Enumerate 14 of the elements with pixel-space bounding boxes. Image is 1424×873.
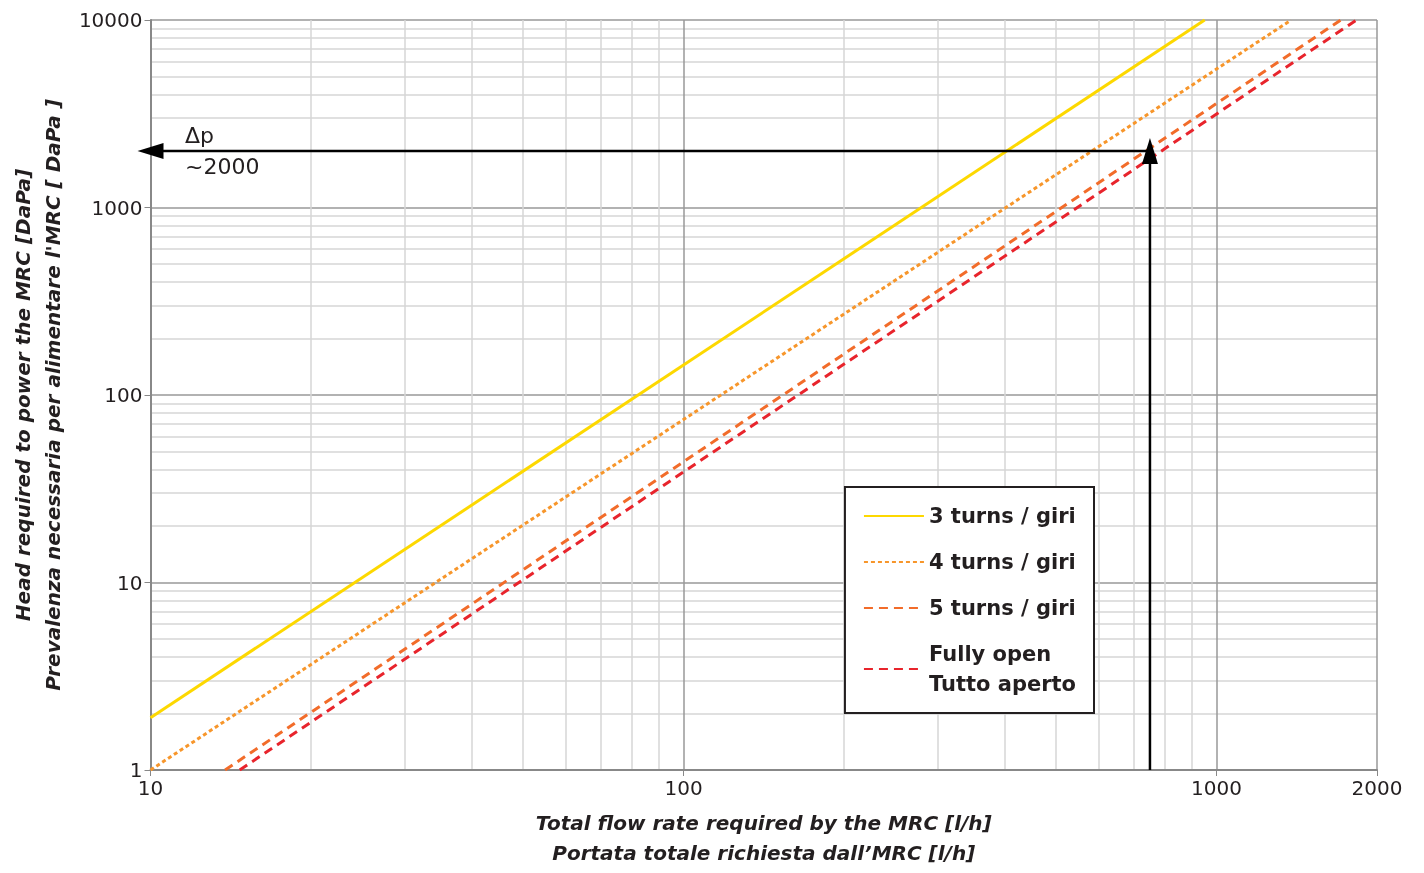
annotation: Δp ~2000 — [185, 123, 260, 179]
x-tick-label: 1000 — [1191, 776, 1242, 800]
y-tick-label: 10 — [117, 570, 143, 595]
y-tick-label: 1000 — [91, 195, 143, 220]
x-tick-label: 2000 — [1351, 776, 1403, 800]
x-axis-title: Total flow rate required by the MRC [l/h] Portata totale richiesta dall’MRC [l/h] — [535, 811, 992, 865]
legend-label: Fully open Tutto aperto — [928, 642, 1077, 696]
y-tick-label: 100 — [104, 383, 143, 407]
y-tick-label: 10000 — [78, 8, 143, 32]
legend-label: 3 turns / giri — [928, 504, 1076, 528]
y-axis-title: Head required to power the MRC [DaPa] Prevalenza necessaria per alimentare l'MRC [ DaPa ] — [11, 99, 65, 691]
x-tick-label: 100 — [664, 776, 703, 800]
legend-label: 5 turns / giri — [928, 596, 1076, 620]
legend-label: 4 turns / giri — [928, 550, 1076, 574]
